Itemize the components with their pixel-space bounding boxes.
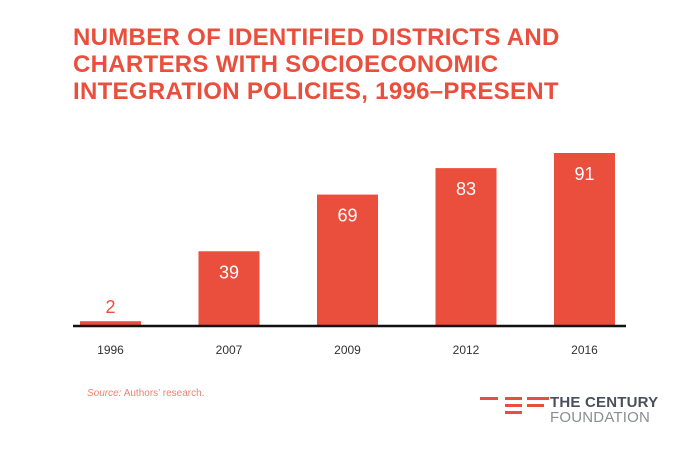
bar-2007 (198, 251, 260, 325)
logo-line1: THE CENTURY (550, 394, 659, 411)
x-tick-label: 2016 (571, 343, 598, 357)
logo-line2: FOUNDATION (550, 409, 651, 426)
value-label: 39 (219, 262, 239, 282)
x-tick-label: 2009 (334, 343, 361, 357)
bar-2012 (435, 168, 497, 325)
bar-2009 (317, 194, 378, 325)
source-note: Source: Authors’ research. (87, 388, 204, 399)
x-tick-label: 1996 (97, 343, 124, 357)
value-label: 2 (105, 297, 115, 317)
x-tick-label: 2012 (453, 343, 480, 357)
value-label: 69 (337, 206, 357, 226)
value-label: 91 (574, 164, 594, 184)
bar-2016 (554, 153, 615, 325)
source-text: Authors’ research. (121, 388, 205, 399)
x-tick-label: 2007 (216, 343, 243, 357)
chart-title: NUMBER OF IDENTIFIED DISTRICTS AND CHART… (73, 24, 560, 105)
value-label: 83 (456, 179, 476, 199)
source-label: Source: (87, 388, 122, 399)
bar-1996 (80, 321, 141, 325)
